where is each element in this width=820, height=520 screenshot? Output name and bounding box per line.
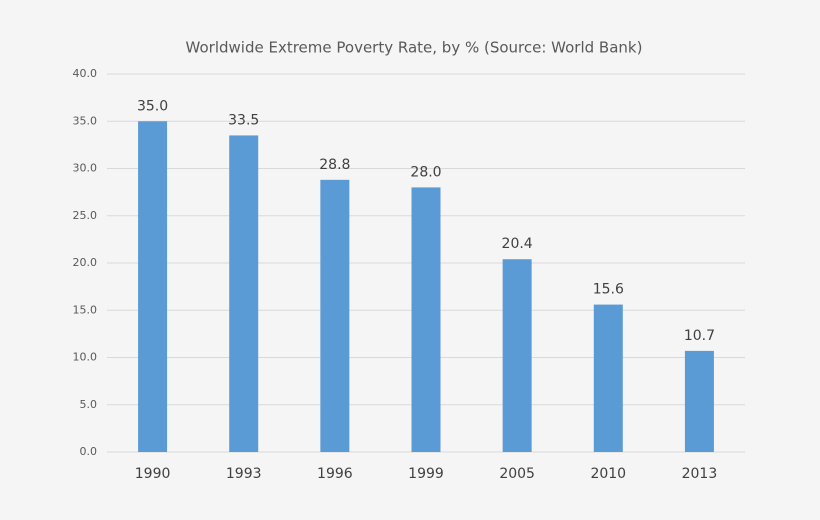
- x-tick-label: 1999: [408, 466, 444, 482]
- bar: [138, 121, 168, 452]
- y-tick-label: 20.0: [73, 256, 98, 269]
- x-tick-label: 1990: [135, 466, 171, 482]
- bar: [684, 350, 714, 452]
- bar: [411, 187, 441, 452]
- y-tick-label: 40.0: [73, 67, 98, 80]
- value-label: 20.4: [502, 236, 533, 252]
- x-tick-label: 2010: [590, 466, 626, 482]
- value-label: 33.5: [228, 112, 259, 128]
- x-tick-label: 2005: [499, 466, 535, 482]
- value-label: 28.8: [319, 157, 350, 173]
- bar: [502, 259, 532, 452]
- bar: [229, 135, 259, 453]
- chart-title: Worldwide Extreme Poverty Rate, by % (So…: [186, 39, 643, 57]
- value-label: 35.0: [137, 98, 168, 114]
- y-tick-label: 35.0: [73, 114, 98, 127]
- value-label: 10.7: [684, 328, 715, 344]
- x-tick-label: 1993: [226, 466, 262, 482]
- value-label: 15.6: [593, 282, 624, 298]
- y-tick-label: 30.0: [73, 162, 98, 175]
- y-tick-label: 10.0: [73, 351, 98, 364]
- bar: [320, 179, 350, 452]
- y-tick-label: 0.0: [80, 445, 98, 458]
- x-tick-label: 1996: [317, 466, 353, 482]
- x-tick-label: 2013: [682, 466, 718, 482]
- value-label: 28.0: [410, 164, 441, 180]
- y-tick-label: 25.0: [73, 209, 98, 222]
- y-tick-label: 5.0: [80, 398, 98, 411]
- bar: [593, 304, 623, 452]
- y-tick-label: 15.0: [73, 303, 98, 316]
